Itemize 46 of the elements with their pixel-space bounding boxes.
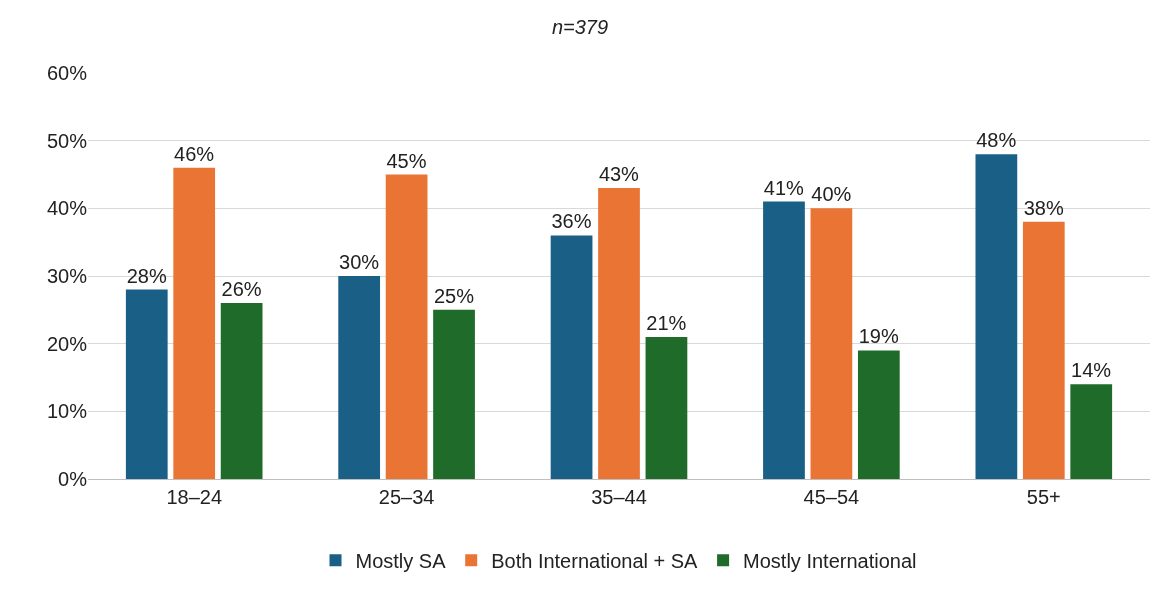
data-label: 46% xyxy=(174,142,215,165)
bar xyxy=(550,235,593,479)
data-label: 43% xyxy=(598,163,640,186)
y-tick-label: 60% xyxy=(46,62,88,84)
data-label: 38% xyxy=(1023,196,1064,219)
bar xyxy=(763,201,805,479)
legend-label: Mostly SA xyxy=(355,550,447,572)
y-tick-label: 20% xyxy=(46,332,88,355)
legend-label: Both International + SA xyxy=(491,550,699,572)
data-label: 19% xyxy=(858,325,899,348)
bar xyxy=(125,289,168,479)
y-tick-label: 30% xyxy=(46,265,88,287)
data-label: 40% xyxy=(811,183,852,206)
data-label: 25% xyxy=(433,284,475,307)
x-tick-label: 35–44 xyxy=(591,486,647,508)
data-label: 41% xyxy=(763,176,805,199)
data-label: 48% xyxy=(976,129,1017,152)
bar xyxy=(385,174,428,479)
data-label: 28% xyxy=(126,264,167,287)
data-label: 14% xyxy=(1071,359,1112,382)
data-label: 26% xyxy=(221,278,262,301)
bar xyxy=(975,154,1018,479)
data-label: 36% xyxy=(551,210,592,233)
bar xyxy=(598,188,640,479)
legend-label: Mostly International xyxy=(743,550,917,572)
data-label: 45% xyxy=(386,149,427,172)
bar xyxy=(857,350,900,479)
bar xyxy=(338,276,381,479)
bar xyxy=(810,208,853,479)
bar xyxy=(433,309,475,479)
bar xyxy=(220,303,263,479)
x-tick-label: 55+ xyxy=(1026,486,1061,508)
bar xyxy=(173,167,216,479)
y-tick-label: 0% xyxy=(58,468,88,490)
bar xyxy=(645,336,688,479)
bar xyxy=(1022,221,1065,479)
y-tick-label: 40% xyxy=(46,197,88,220)
x-tick-label: 45–54 xyxy=(803,486,860,508)
y-tick-label: 50% xyxy=(46,129,88,152)
bar xyxy=(1070,384,1113,479)
chart-title: n=379 xyxy=(551,15,609,38)
data-label: 30% xyxy=(339,251,380,273)
x-tick-label: 18–24 xyxy=(166,486,223,508)
data-label: 21% xyxy=(646,311,687,334)
y-tick-label: 10% xyxy=(46,400,88,423)
x-tick-label: 25–34 xyxy=(378,486,435,508)
